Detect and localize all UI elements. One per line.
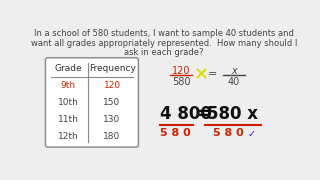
Text: In a school of 580 students, I want to sample 40 students and: In a school of 580 students, I want to s… [34, 29, 294, 38]
Text: Frequency: Frequency [89, 64, 135, 73]
Text: Grade: Grade [54, 64, 82, 73]
Text: 9th: 9th [60, 81, 76, 90]
Text: 12th: 12th [58, 132, 78, 141]
Text: 120: 120 [103, 81, 121, 90]
Text: ask in each grade?: ask in each grade? [124, 48, 204, 57]
Text: =: = [196, 105, 210, 123]
Text: 40: 40 [228, 77, 240, 87]
Text: =: = [208, 69, 218, 79]
Text: 580 x: 580 x [207, 105, 258, 123]
Text: 180: 180 [103, 132, 121, 141]
Text: 130: 130 [103, 115, 121, 124]
Text: want all grades appropriately represented.  How many should I: want all grades appropriately represente… [31, 39, 297, 48]
Text: 4 800: 4 800 [160, 105, 212, 123]
Text: 10th: 10th [58, 98, 78, 107]
Text: x: x [231, 66, 236, 76]
Text: 580: 580 [172, 77, 190, 87]
Text: ✓: ✓ [247, 129, 256, 139]
FancyBboxPatch shape [45, 58, 139, 147]
Text: 5 8 0: 5 8 0 [160, 128, 191, 138]
Text: 5 8 0: 5 8 0 [213, 128, 244, 138]
Text: 150: 150 [103, 98, 121, 107]
Text: 11th: 11th [58, 115, 78, 124]
Text: 120: 120 [172, 66, 190, 76]
Text: ×: × [194, 65, 209, 83]
